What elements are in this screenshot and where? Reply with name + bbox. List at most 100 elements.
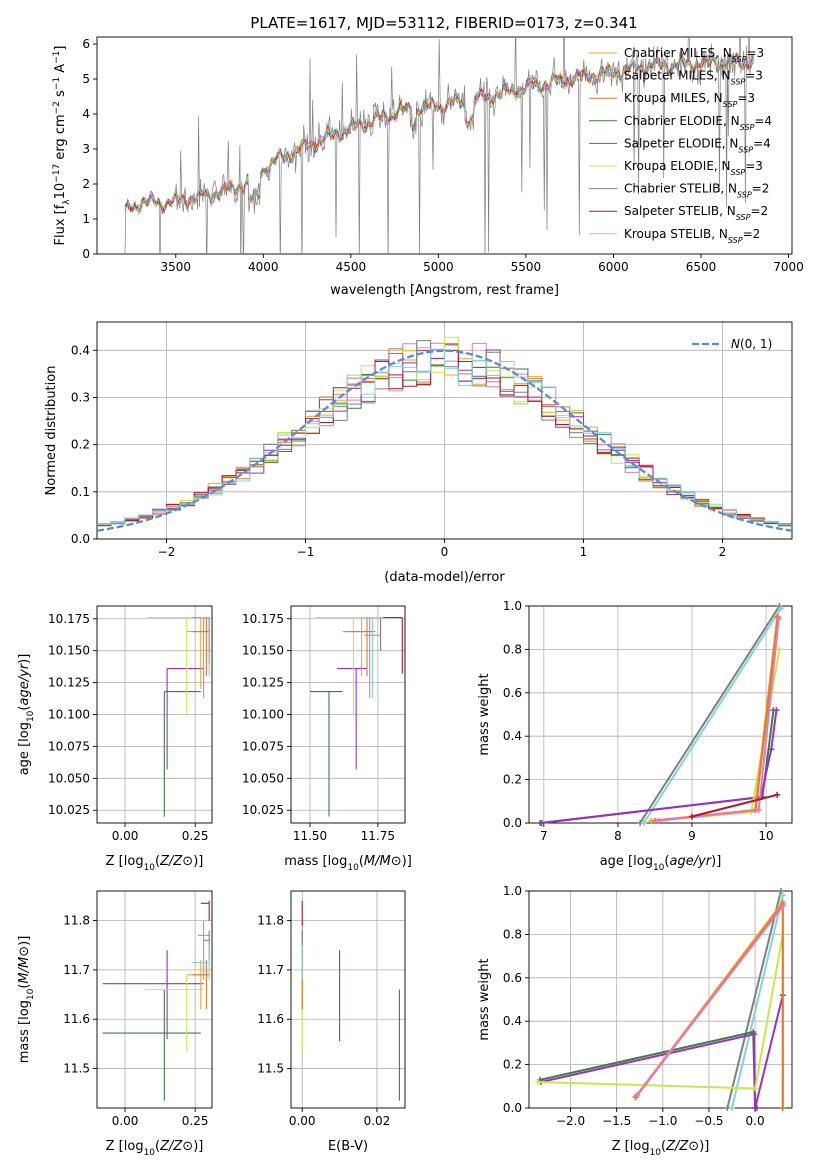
y-tick-label: 0.0	[71, 532, 90, 546]
y-tick-label: 1	[82, 212, 90, 226]
y-tick-label: 1.0	[503, 884, 522, 898]
series-line	[541, 710, 778, 824]
x-axis-label: E(B-V)	[328, 1139, 368, 1154]
y-tick-label: 11.8	[63, 914, 90, 928]
legend: Chabrier MILES, NSSP=3 Salpeter MILES, NS…	[589, 46, 772, 244]
y-tick-label: 0	[82, 247, 90, 261]
y-tick-label: 10.050	[242, 771, 284, 785]
y-tick-label: 0.4	[71, 343, 90, 357]
y-tick-label: 11.8	[257, 914, 284, 928]
y-tick-label: 0.8	[503, 927, 522, 941]
errorbars	[147, 616, 210, 817]
x-tick-label: 0	[441, 545, 449, 559]
y-tick-label: 10.150	[48, 644, 90, 658]
panel-mass-vs-Z: 0.00 0.25 11.5 11.6 11.7 11.8 Z [log10(Z/Z⊙)] m…	[17, 890, 213, 1158]
y-tick-label: 0.2	[503, 773, 522, 787]
y-tick-label: 10.075	[48, 739, 90, 753]
y-axis-label: mass [log10(M/M⊙)]	[17, 936, 36, 1064]
x-axis-label: wavelength [Angstrom, rest frame]	[330, 283, 559, 298]
x-tick-label: −2	[158, 545, 176, 559]
x-axis-label: Z [log10(Z/Z⊙)]	[612, 1139, 710, 1158]
x-tick-label: 7	[540, 829, 548, 843]
y-tick-label: 0.3	[71, 390, 90, 404]
x-tick-label: 0.00	[289, 1114, 316, 1128]
y-tick-label: 0.8	[503, 642, 522, 656]
legend-label: Chabrier ELODIE, NSSP=4	[624, 114, 772, 132]
y-tick-label: 11.5	[63, 1062, 90, 1076]
series-line	[642, 607, 782, 824]
y-axis-label: Flux [fλ10−17 erg cm−2 s−1 A−1]	[52, 46, 72, 246]
x-tick-label: 3500	[161, 260, 192, 274]
panel-residuals: −2 −1 0 1 2 0.0 0.1 0.2 0.3 0.4 (data-model)/error…	[44, 321, 793, 585]
y-tick-label: 0.0	[503, 1101, 522, 1115]
x-axis-label: Z [log10(Z/Z⊙)]	[106, 1139, 204, 1158]
series-line	[731, 895, 784, 1109]
panel-mass-vs-EBV: 0.00 0.02 11.5 11.6 11.7 11.8 E(B-V)	[257, 890, 406, 1154]
y-tick-label: 11.6	[63, 1012, 90, 1026]
x-tick-label: 10	[758, 829, 773, 843]
series-line	[691, 793, 778, 818]
legend-label: Kroupa MILES, NSSP=3	[624, 91, 755, 109]
series-line	[124, 51, 754, 213]
legend-label: Salpeter ELODIE, NSSP=4	[624, 136, 771, 154]
x-tick-label: −1	[297, 545, 315, 559]
y-tick-label: 0.2	[503, 1058, 522, 1072]
series-line	[540, 994, 784, 1109]
y-axis-label: Normed distribution	[44, 366, 59, 496]
x-tick-label: 0.00	[112, 829, 139, 843]
x-tick-label: 8	[614, 829, 622, 843]
panel-massweight-vs-Z: −2.0 −1.5 −1.0 −0.5 0.0 0.0 0.2 0.4 0.6 0.8 1.0 Z […	[477, 884, 793, 1158]
weight-lines	[535, 888, 786, 1111]
errorbars	[310, 616, 403, 817]
histogram-step	[97, 348, 792, 526]
x-axis-label: age [log10(age/yr)]	[600, 854, 722, 873]
x-axis-label: mass [log10(M/M⊙)]	[284, 854, 412, 873]
y-tick-label: 10.125	[48, 676, 90, 690]
panel-massweight-vs-age: 7 8 9 10 0.0 0.2 0.4 0.6 0.8 1.0 age [log10(age/yr…	[477, 599, 793, 873]
x-tick-label: 1	[580, 545, 588, 559]
y-tick-label: 2	[82, 177, 90, 191]
x-tick-label: 0.00	[112, 1114, 139, 1128]
axes-frame	[96, 36, 793, 255]
y-tick-label: 11.7	[63, 963, 90, 977]
normal-curve	[97, 349, 792, 532]
panel-age-vs-Z: 0.00 0.25 10.025 10.050 10.075 10.100 10.125 10…	[17, 605, 213, 873]
histograms	[97, 336, 792, 532]
y-tick-label: 11.6	[257, 1012, 284, 1026]
x-tick-label: 0.02	[364, 1114, 391, 1128]
series-line	[124, 55, 754, 214]
axes-frame	[96, 890, 213, 1109]
series-line	[636, 905, 784, 1096]
y-tick-label: 10.150	[242, 644, 284, 658]
y-tick-label: 0.6	[503, 971, 522, 985]
x-axis-label: Z [log10(Z/Z⊙)]	[106, 854, 204, 873]
panel-spectrum: 3500 4000 4500 5000 5500 6000 6500 7000 0 1 2 3 4 5 6 w…	[52, 36, 804, 298]
axes-frame	[290, 890, 406, 1109]
legend-label: Salpeter MILES, NSSP=3	[624, 69, 763, 87]
y-tick-label: 6	[82, 37, 90, 51]
y-axis-label: mass weight	[477, 673, 492, 755]
legend-label: Chabrier STELIB, NSSP=2	[624, 182, 769, 200]
y-axis-label: mass weight	[477, 958, 492, 1040]
x-tick-label: −0.5	[694, 1114, 723, 1128]
x-tick-label: −2.0	[556, 1114, 585, 1128]
y-tick-label: 0.1	[71, 485, 90, 499]
y-tick-label: 0.4	[503, 1014, 522, 1028]
y-tick-label: 10.175	[242, 612, 284, 626]
legend-label: N(0, 1)	[731, 337, 772, 351]
y-tick-label: 10.025	[242, 803, 284, 817]
errorbars	[102, 900, 210, 1101]
legend-label: Kroupa STELIB, NSSP=2	[624, 227, 760, 245]
y-tick-label: 0.6	[503, 686, 522, 700]
y-tick-label: 10.050	[48, 771, 90, 785]
legend-label: Salpeter STELIB, NSSP=2	[624, 204, 768, 222]
x-tick-label: 5500	[511, 260, 542, 274]
axes-frame	[528, 605, 793, 824]
x-tick-label: 9	[688, 829, 696, 843]
x-tick-label: 6500	[686, 260, 717, 274]
series-line	[639, 605, 781, 824]
x-tick-label: 5000	[423, 260, 454, 274]
y-tick-label: 4	[82, 107, 90, 121]
errorbars	[301, 900, 400, 1101]
x-tick-label: 4000	[248, 260, 279, 274]
